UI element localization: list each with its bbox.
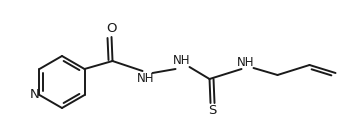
Text: S: S [208,105,217,117]
Text: NH: NH [173,55,190,68]
Text: NH: NH [137,72,154,84]
Text: N: N [30,88,39,101]
Text: NH: NH [237,55,254,68]
Text: O: O [106,22,117,36]
